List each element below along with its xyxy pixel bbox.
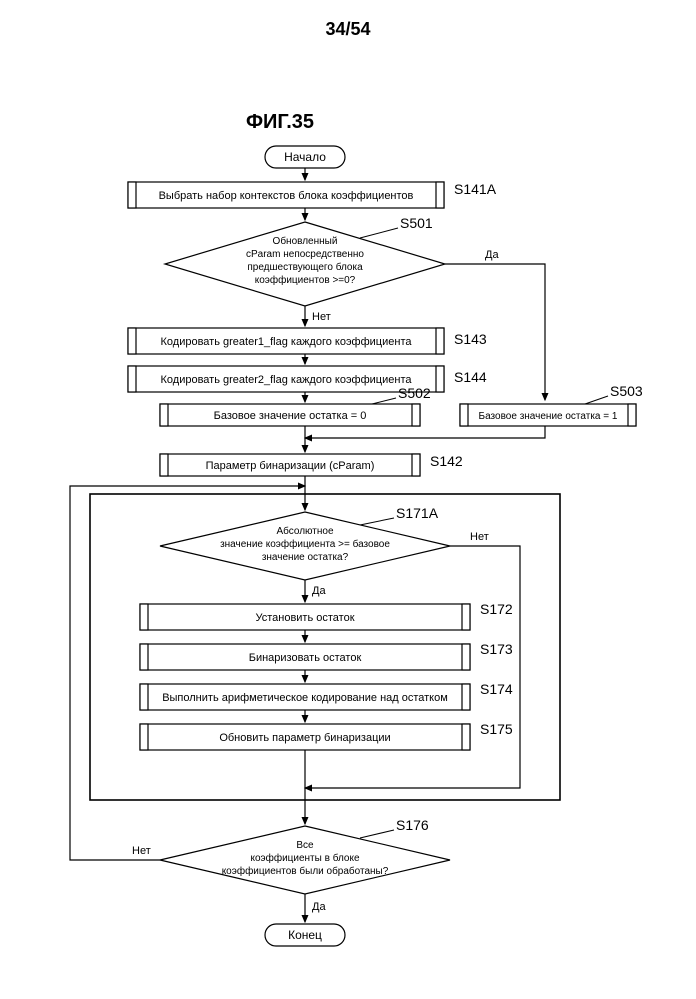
step-label-s172: S172 (480, 601, 513, 617)
step-label-s175: S175 (480, 721, 513, 737)
svg-text:Начало: Начало (284, 150, 326, 164)
step-label-s503: S503 (610, 383, 643, 399)
process-s172: Установить остаток (140, 604, 470, 630)
process-s174: Выполнить арифметическое кодирование над… (140, 684, 470, 710)
svg-text:значение коэффициента >= базов: значение коэффициента >= базовое (220, 538, 390, 550)
process-s173: Бинаризовать остаток (140, 644, 470, 670)
step-label-s173: S173 (480, 641, 513, 657)
svg-text:Базовое значение остатка = 1: Базовое значение остатка = 1 (479, 411, 618, 422)
process-s144: Кодировать greater2_flag каждого коэффиц… (128, 366, 444, 392)
decision-s171a: Абсолютное значение коэффициента >= базо… (160, 512, 450, 580)
yesno-s176-no: Нет (132, 845, 151, 857)
svg-text:Обновить параметр бинаризации: Обновить параметр бинаризации (219, 732, 390, 744)
yesno-s176-yes: Да (312, 901, 326, 913)
svg-text:cParam непосредственно: cParam непосредственно (246, 249, 364, 260)
process-s175: Обновить параметр бинаризации (140, 724, 470, 750)
process-s141a: Выбрать набор контекстов блока коэффицие… (128, 182, 444, 208)
step-label-s142: S142 (430, 453, 463, 469)
svg-text:Выполнить арифметическое кодир: Выполнить арифметическое кодирование над… (162, 692, 448, 704)
svg-text:Абсолютное: Абсолютное (276, 525, 334, 537)
terminal-start: Начало (265, 146, 345, 168)
svg-text:Выбрать набор контекстов блока: Выбрать набор контекстов блока коэффицие… (159, 190, 414, 202)
decision-s501: Обновленный cParam непосредственно предш… (165, 222, 445, 306)
step-label-s143: S143 (454, 331, 487, 347)
yesno-s501-yes: Да (485, 249, 499, 261)
yesno-s171a-no: Нет (470, 531, 489, 543)
yesno-s171a-yes: Да (312, 585, 326, 597)
svg-text:Кодировать greater1_flag каждо: Кодировать greater1_flag каждого коэффиц… (161, 336, 413, 348)
step-label-s141a: S141A (454, 181, 497, 197)
terminal-end: Конец (265, 924, 345, 946)
svg-text:Конец: Конец (288, 928, 322, 942)
svg-text:Установить остаток: Установить остаток (255, 612, 354, 624)
flowchart-canvas: 34/54 ФИГ.35 Начало Выбрать набор контек… (0, 0, 696, 999)
svg-text:Все: Все (296, 840, 314, 851)
svg-text:предшествующего блока: предшествующего блока (247, 261, 363, 273)
page-number: 34/54 (325, 19, 370, 39)
svg-text:Параметр бинаризации (cParam): Параметр бинаризации (cParam) (206, 460, 375, 472)
svg-text:значение остатка?: значение остатка? (262, 552, 349, 563)
svg-text:Бинаризовать остаток: Бинаризовать остаток (249, 652, 362, 664)
svg-text:коэффициентов были обработаны?: коэффициентов были обработаны? (222, 865, 389, 877)
figure-label: ФИГ.35 (246, 111, 314, 133)
process-s503: Базовое значение остатка = 1 (460, 404, 636, 426)
process-s143: Кодировать greater1_flag каждого коэффиц… (128, 328, 444, 354)
step-label-s171a: S171A (396, 505, 439, 521)
step-label-s502: S502 (398, 385, 431, 401)
step-label-s144: S144 (454, 369, 487, 385)
svg-text:коэффициентов >=0?: коэффициентов >=0? (255, 274, 356, 286)
step-label-s174: S174 (480, 681, 513, 697)
process-s502: Базовое значение остатка = 0 (160, 404, 420, 426)
step-label-s501: S501 (400, 215, 433, 231)
step-label-s176: S176 (396, 817, 429, 833)
svg-text:Базовое значение остатка = 0: Базовое значение остатка = 0 (214, 410, 367, 422)
yesno-s501-no: Нет (312, 311, 331, 323)
svg-text:Обновленный: Обновленный (273, 235, 338, 247)
svg-text:коэффициенты в блоке: коэффициенты в блоке (250, 852, 360, 864)
process-s142: Параметр бинаризации (cParam) (160, 454, 420, 476)
svg-text:Кодировать greater2_flag каждо: Кодировать greater2_flag каждого коэффиц… (161, 374, 413, 386)
decision-s176: Все коэффициенты в блоке коэффициентов б… (160, 826, 450, 894)
